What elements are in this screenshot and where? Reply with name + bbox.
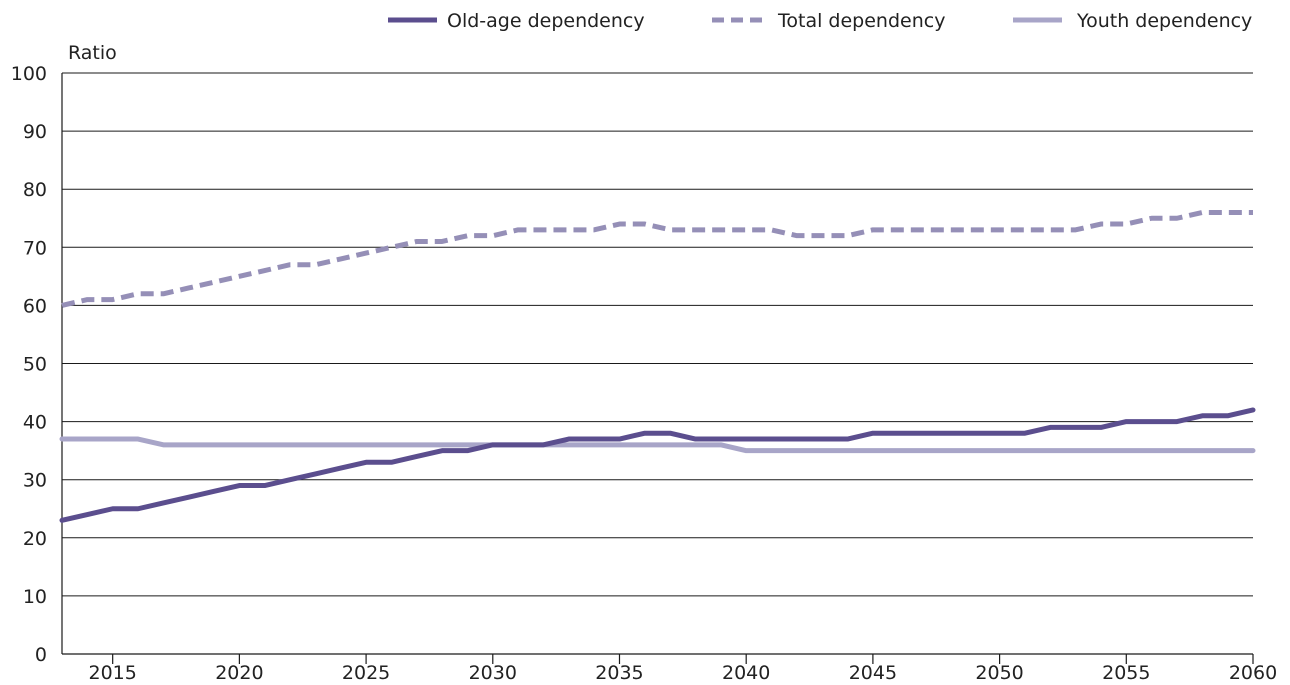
- axes: [61, 73, 1253, 655]
- x-tick-label-2050: 2050: [975, 662, 1023, 684]
- series-line-2: [59, 436, 1256, 454]
- x-tick-label-2060: 2060: [1229, 662, 1277, 684]
- x-tick-label-2055: 2055: [1102, 662, 1150, 684]
- y-axis-ticks: 0 10 20 30 40 50 60 70 80 90 100: [11, 63, 47, 666]
- x-tick-label-2035: 2035: [595, 662, 643, 684]
- y-tick-label-10: 10: [23, 586, 47, 608]
- x-tick-label-2025: 2025: [342, 662, 390, 684]
- y-tick-label-0: 0: [35, 644, 47, 666]
- y-tick-label-50: 50: [23, 354, 47, 376]
- y-tick-label-60: 60: [23, 295, 47, 317]
- series-line-0: [59, 407, 1256, 523]
- legend-label-0: Old-age dependency: [447, 10, 645, 32]
- series-line-1: [61, 209, 1253, 308]
- x-tick-label-2015: 2015: [89, 662, 137, 684]
- legend-label-2: Youth dependency: [1076, 10, 1252, 32]
- x-axis-ticks: 2015 2020 2025 2030 2035 2040 2045 2050 2055 2060: [89, 654, 1277, 684]
- series-lines: [59, 209, 1256, 523]
- y-tick-label-80: 80: [23, 179, 47, 201]
- x-tick-label-2030: 2030: [469, 662, 517, 684]
- y-tick-label-100: 100: [11, 63, 47, 85]
- legend: Old-age dependency Total dependency Youth …: [388, 10, 1252, 32]
- y-axis-label: Ratio: [68, 42, 117, 64]
- x-tick-label-2020: 2020: [215, 662, 263, 684]
- gridlines: [62, 72, 1253, 597]
- y-tick-label-30: 30: [23, 470, 47, 492]
- x-tick-label-2040: 2040: [722, 662, 770, 684]
- y-tick-label-40: 40: [23, 412, 47, 434]
- x-tick-label-2045: 2045: [849, 662, 897, 684]
- legend-label-1: Total dependency: [777, 10, 945, 32]
- y-tick-label-90: 90: [23, 121, 47, 143]
- y-tick-label-20: 20: [23, 528, 47, 550]
- y-tick-label-70: 70: [23, 237, 47, 259]
